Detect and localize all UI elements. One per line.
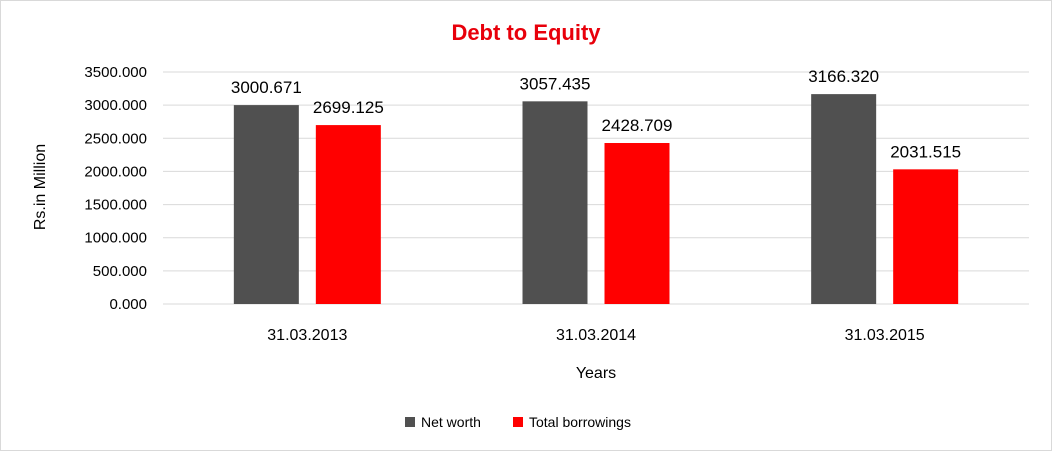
gridlines	[163, 71, 1029, 305]
legend-label-net-worth: Net worth	[421, 414, 481, 430]
y-axis-ticks: 0.000 500.000 1000.000 1500.000 2000.000 2500…	[84, 64, 147, 313]
bar-total-borrowings	[893, 169, 959, 304]
y-tick-label: 1000.000	[84, 230, 147, 247]
data-label: 3166.320	[808, 67, 879, 86]
data-label: 2428.709	[602, 116, 673, 135]
legend: Net worth Total borrowings	[405, 414, 631, 430]
bar-net-worth	[522, 101, 588, 304]
bars	[233, 94, 959, 304]
y-tick-label: 500.000	[93, 263, 147, 280]
bar-total-borrowings	[315, 125, 381, 304]
x-tick-label: 31.03.2015	[845, 327, 925, 344]
legend-swatch-total-borrowings	[513, 417, 523, 427]
x-axis-ticks: 31.03.2013 31.03.2014 31.03.2015	[267, 327, 925, 344]
data-label: 2699.125	[313, 98, 384, 117]
y-tick-label: 0.000	[109, 296, 147, 313]
bar-net-worth	[811, 94, 877, 304]
bar-total-borrowings	[604, 143, 670, 304]
y-tick-label: 3000.000	[84, 97, 147, 114]
x-tick-label: 31.03.2013	[267, 327, 347, 344]
bar-net-worth	[233, 105, 299, 304]
y-axis-title: Rs.in Million	[32, 144, 49, 230]
x-tick-label: 31.03.2014	[556, 327, 636, 344]
legend-label-total-borrowings: Total borrowings	[529, 414, 631, 430]
x-axis-title: Years	[576, 365, 616, 382]
y-tick-label: 2000.000	[84, 163, 147, 180]
legend-swatch-net-worth	[405, 417, 415, 427]
y-tick-label: 3500.000	[84, 64, 147, 81]
data-label: 3057.435	[520, 74, 591, 93]
y-tick-label: 2500.000	[84, 130, 147, 147]
data-labels: 3000.671 2699.125 3057.435 2428.709 3166.320…	[231, 67, 961, 161]
data-label: 3000.671	[231, 78, 302, 97]
y-tick-label: 1500.000	[84, 197, 147, 214]
data-label: 2031.515	[890, 142, 961, 161]
chart-title: Debt to Equity	[451, 20, 601, 45]
